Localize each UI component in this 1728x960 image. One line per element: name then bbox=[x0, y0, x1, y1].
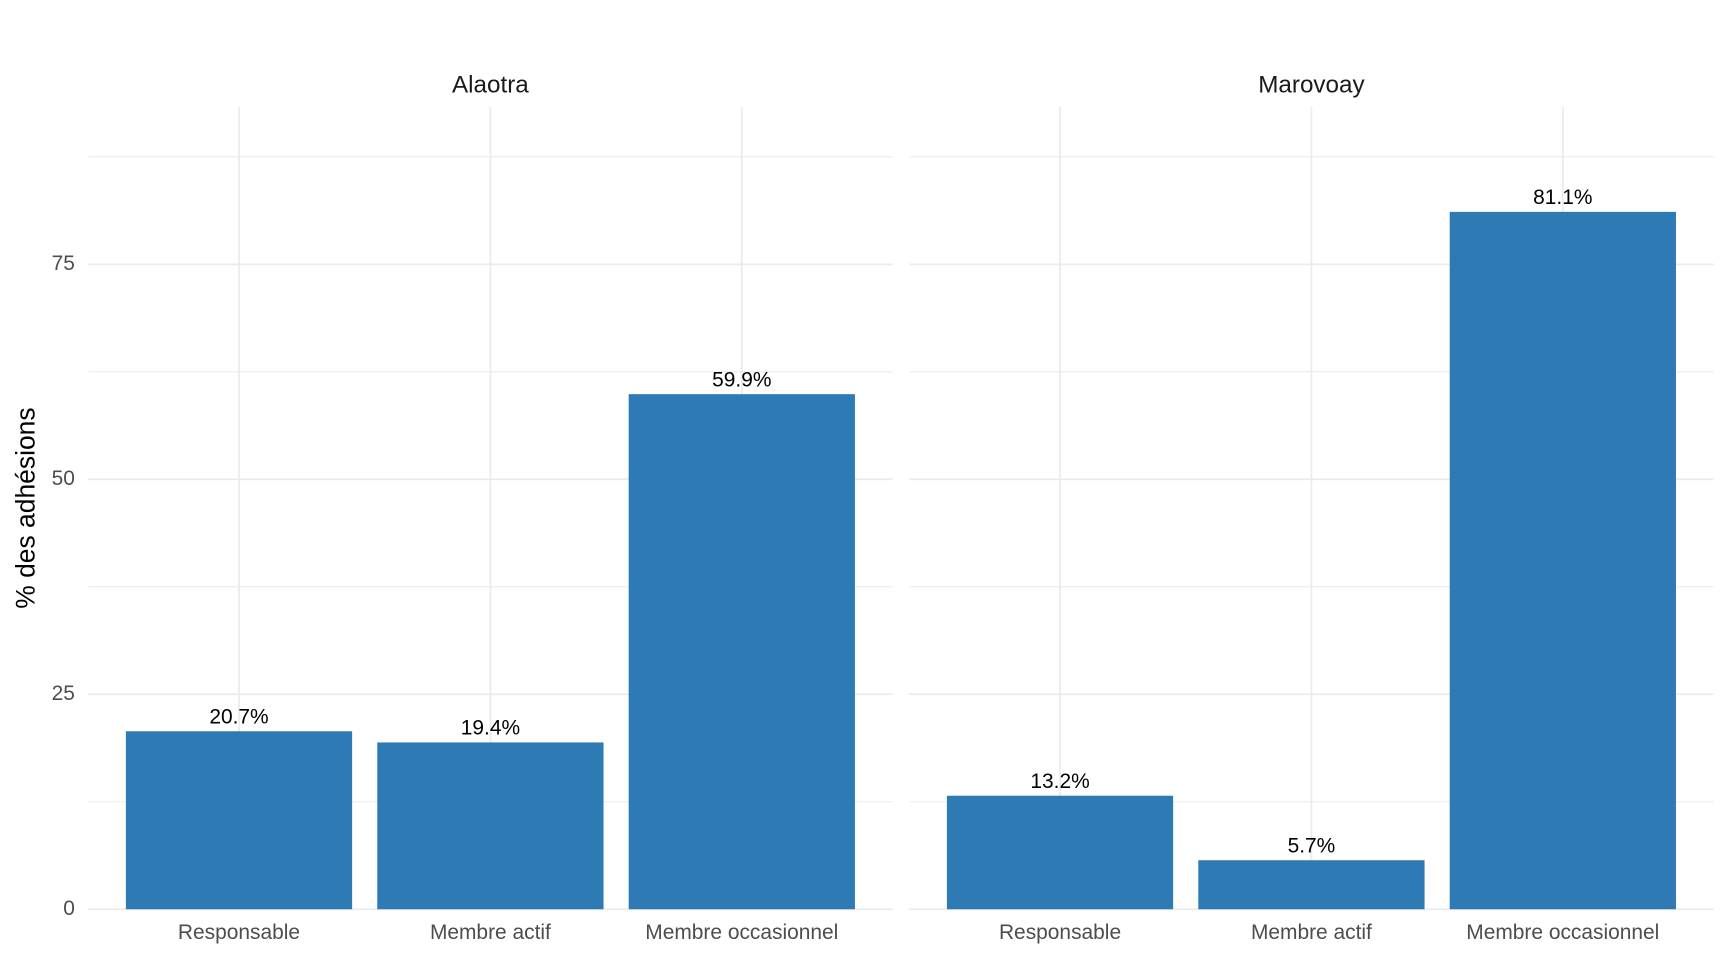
value-label: 13.2% bbox=[1030, 770, 1089, 793]
y-tick-label: 75 bbox=[52, 252, 75, 275]
value-label: 20.7% bbox=[209, 706, 268, 729]
value-label: 81.1% bbox=[1533, 186, 1592, 209]
bar bbox=[1198, 860, 1425, 910]
x-tick-label: Membre occasionnel bbox=[1466, 921, 1659, 944]
bar bbox=[946, 795, 1174, 910]
y-tick-label: 25 bbox=[52, 682, 75, 705]
x-tick-label: Membre actif bbox=[1251, 921, 1372, 944]
facet-title: Marovoay bbox=[1258, 71, 1365, 98]
y-tick-label: 0 bbox=[63, 897, 75, 920]
value-label: 19.4% bbox=[461, 717, 520, 740]
bar bbox=[1449, 211, 1676, 910]
bar bbox=[125, 731, 353, 910]
bar bbox=[628, 394, 855, 910]
facet-title: Alaotra bbox=[452, 71, 529, 98]
y-tick-label: 50 bbox=[52, 467, 75, 490]
value-label: 59.9% bbox=[712, 368, 771, 391]
x-tick-label: Responsable bbox=[178, 921, 300, 944]
x-tick-label: Membre actif bbox=[430, 921, 551, 944]
value-label: 5.7% bbox=[1288, 835, 1336, 858]
y-axis-label: % des adhésions bbox=[11, 407, 41, 608]
x-tick-label: Membre occasionnel bbox=[645, 921, 838, 944]
x-tick-label: Responsable bbox=[999, 921, 1121, 944]
bar bbox=[377, 742, 604, 910]
